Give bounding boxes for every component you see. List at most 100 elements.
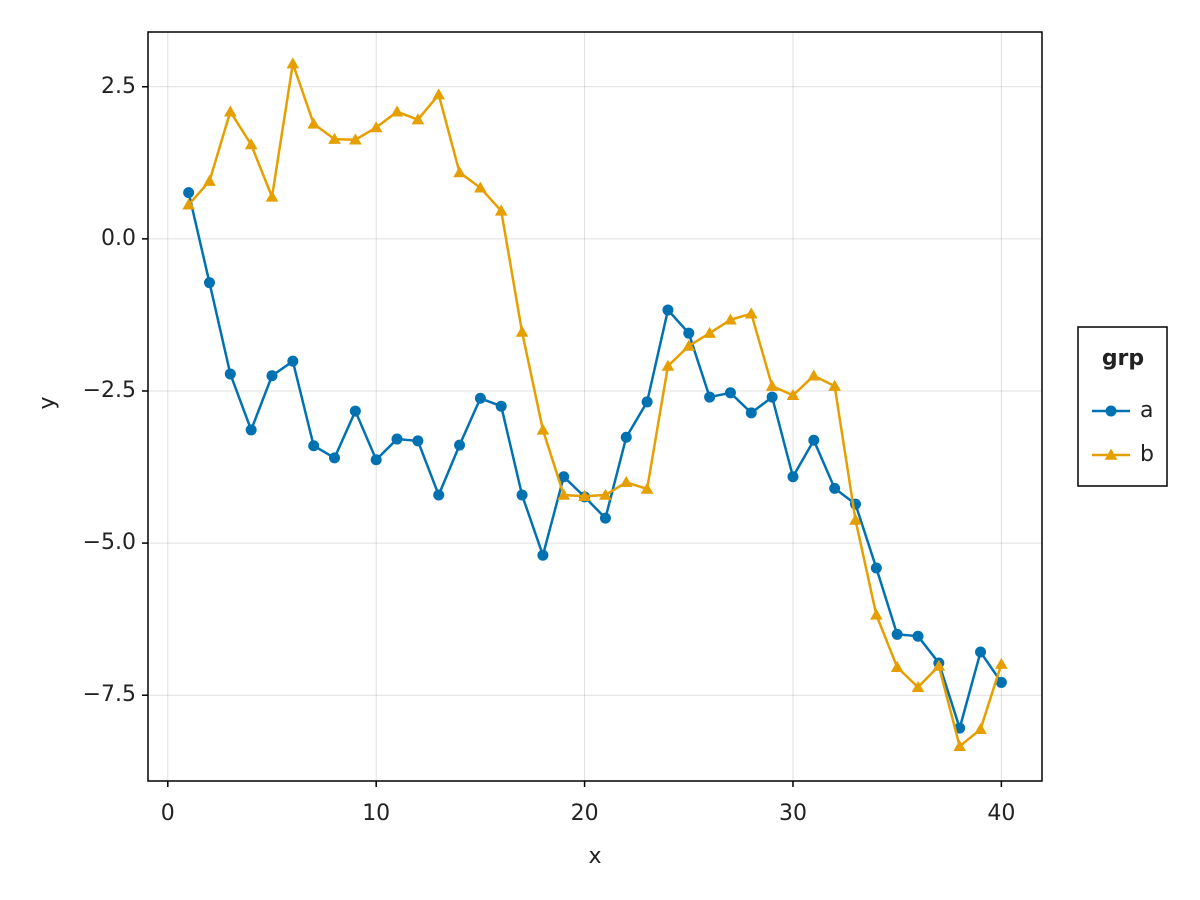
marker bbox=[641, 396, 653, 408]
marker bbox=[329, 452, 341, 464]
x-tick-label: 0 bbox=[161, 801, 175, 826]
marker bbox=[411, 113, 425, 125]
legend-marker bbox=[1105, 405, 1117, 417]
series-line bbox=[187, 63, 1003, 749]
marker bbox=[662, 304, 674, 316]
x-tick-label: 20 bbox=[571, 801, 599, 826]
marker bbox=[765, 379, 779, 391]
marker bbox=[995, 676, 1007, 688]
marker bbox=[474, 181, 487, 193]
marker bbox=[599, 512, 611, 524]
marker bbox=[890, 660, 904, 672]
marker bbox=[870, 608, 883, 620]
marker bbox=[682, 339, 696, 351]
marker bbox=[287, 355, 299, 367]
y-axis-label: y bbox=[35, 396, 60, 409]
x-tick-label: 40 bbox=[987, 801, 1015, 826]
marker bbox=[182, 198, 195, 210]
marker bbox=[370, 454, 382, 466]
plot-frame bbox=[147, 31, 1043, 782]
marker bbox=[516, 489, 528, 501]
marker bbox=[891, 628, 903, 640]
marker bbox=[620, 431, 632, 443]
marker bbox=[265, 190, 279, 202]
marker bbox=[245, 424, 257, 436]
marker bbox=[474, 392, 486, 404]
marker bbox=[183, 187, 195, 199]
marker bbox=[494, 204, 508, 216]
marker bbox=[661, 359, 675, 371]
marker bbox=[849, 513, 862, 525]
marker bbox=[786, 388, 800, 400]
marker bbox=[953, 739, 967, 752]
marker bbox=[724, 313, 737, 325]
marker bbox=[599, 488, 612, 500]
marker bbox=[683, 327, 695, 339]
marker bbox=[828, 379, 841, 391]
series-line bbox=[187, 192, 1003, 733]
marker bbox=[640, 482, 654, 494]
marker bbox=[454, 439, 466, 451]
marker bbox=[724, 387, 736, 399]
marker bbox=[787, 471, 799, 483]
marker bbox=[745, 407, 757, 419]
marker bbox=[995, 657, 1008, 669]
marker bbox=[912, 630, 924, 642]
plot-area bbox=[182, 57, 1008, 752]
marker bbox=[349, 405, 361, 417]
legend-box bbox=[1077, 326, 1168, 487]
marker bbox=[495, 400, 507, 412]
x-axis-label: x bbox=[588, 844, 601, 869]
marker bbox=[453, 166, 466, 178]
y-tick-label: 0.0 bbox=[101, 226, 136, 251]
marker bbox=[412, 435, 424, 447]
marker bbox=[307, 117, 320, 129]
legend-title: grp bbox=[1102, 346, 1144, 371]
marker bbox=[433, 489, 445, 501]
marker bbox=[744, 307, 758, 319]
y-tick-label: −2.5 bbox=[83, 378, 136, 403]
marker bbox=[203, 277, 215, 289]
marker bbox=[536, 423, 550, 435]
marker bbox=[578, 489, 591, 501]
legend-label: a bbox=[1140, 398, 1153, 423]
marker bbox=[974, 722, 987, 735]
marker bbox=[244, 138, 258, 150]
marker bbox=[266, 370, 278, 382]
grid bbox=[148, 32, 1042, 781]
y-tick-label: −5.0 bbox=[83, 530, 136, 555]
marker bbox=[704, 391, 716, 403]
marker bbox=[975, 646, 987, 658]
marker bbox=[766, 391, 778, 403]
marker bbox=[932, 659, 946, 671]
marker bbox=[286, 57, 300, 69]
marker bbox=[911, 680, 925, 693]
marker bbox=[537, 549, 549, 561]
marker bbox=[308, 440, 320, 452]
marker bbox=[349, 133, 362, 145]
legend-marker bbox=[1104, 448, 1118, 460]
marker bbox=[369, 121, 383, 133]
marker bbox=[870, 562, 882, 574]
marker bbox=[619, 475, 633, 487]
marker bbox=[390, 105, 404, 117]
marker bbox=[203, 174, 216, 186]
legend-label: b bbox=[1140, 442, 1154, 467]
marker bbox=[808, 434, 820, 446]
marker bbox=[224, 368, 236, 380]
marker bbox=[829, 482, 841, 494]
y-tick-label: −7.5 bbox=[83, 682, 136, 707]
marker bbox=[328, 132, 341, 144]
marker bbox=[432, 88, 446, 100]
marker bbox=[557, 488, 571, 500]
marker bbox=[558, 471, 570, 483]
marker bbox=[223, 105, 237, 117]
marker bbox=[515, 325, 529, 337]
marker bbox=[391, 433, 403, 445]
x-tick-label: 30 bbox=[779, 801, 807, 826]
x-tick-label: 10 bbox=[362, 801, 390, 826]
marker bbox=[807, 369, 821, 381]
marker bbox=[703, 326, 716, 338]
y-tick-label: 2.5 bbox=[101, 74, 136, 99]
